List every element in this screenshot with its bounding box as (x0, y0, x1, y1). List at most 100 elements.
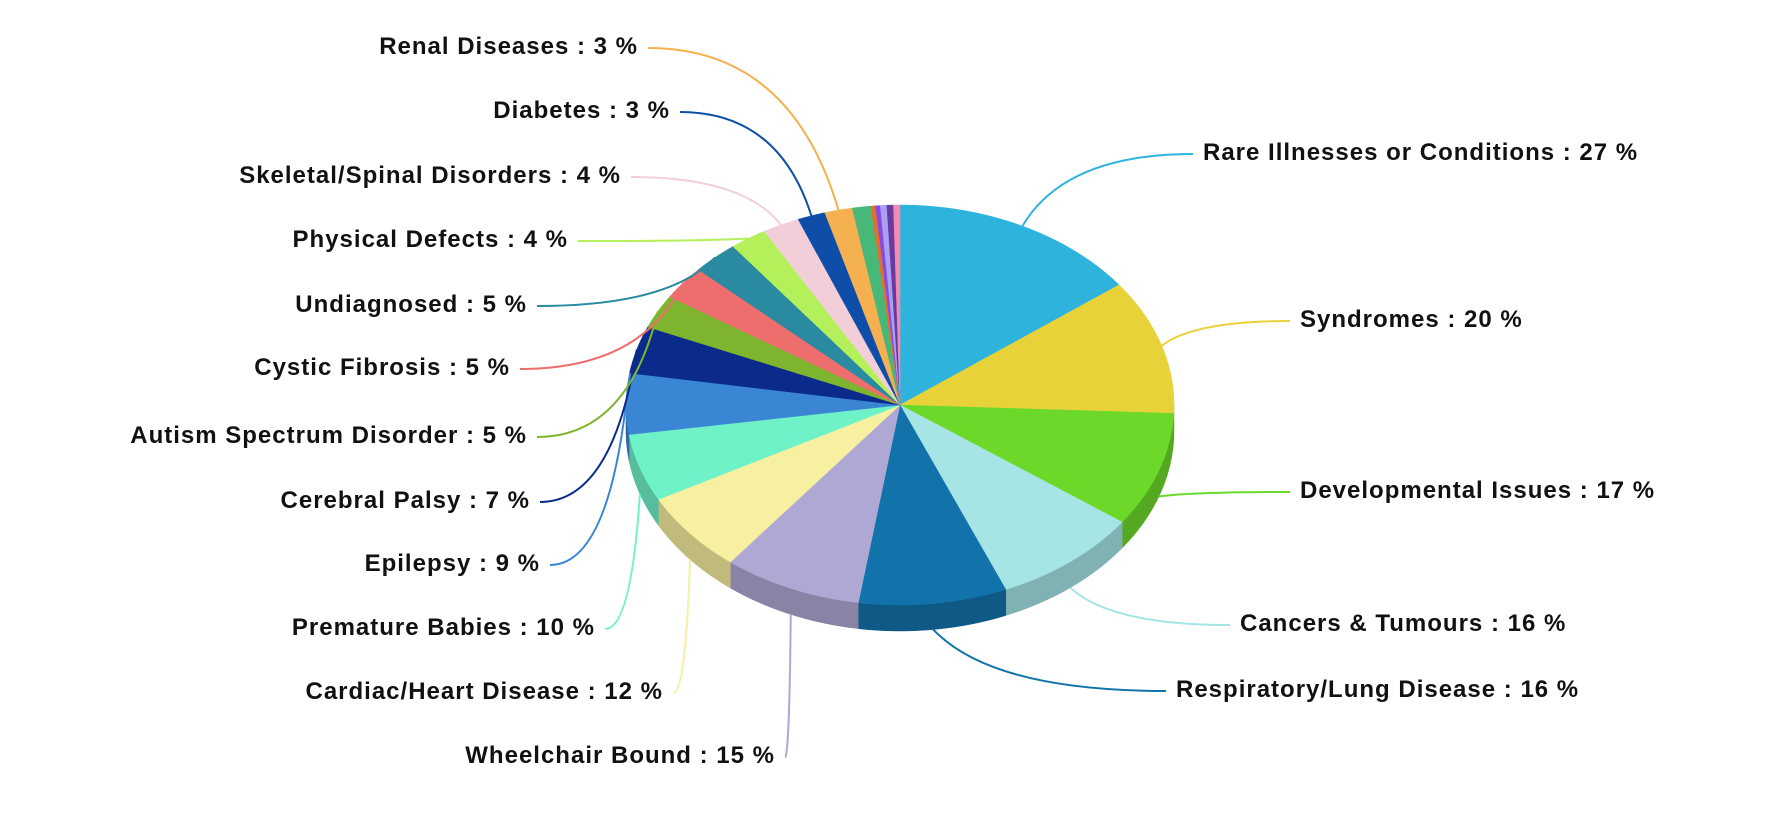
category-name: Physical Defects (293, 226, 500, 253)
label-separator: : (569, 33, 593, 60)
value-label: 9 % (496, 550, 540, 577)
category-name: Autism Spectrum Disorder (130, 422, 458, 449)
category-name: Respiratory/Lung Disease (1176, 676, 1496, 703)
leader-line (932, 628, 1167, 692)
slice (899, 404, 1175, 523)
data-label: Physical Defects : 4 % (293, 226, 568, 253)
category-name: Diabetes (493, 97, 601, 124)
leader-line (784, 614, 792, 758)
value-label: 5 % (483, 291, 527, 318)
value-label: 4 % (524, 226, 568, 253)
slice (824, 207, 901, 406)
data-label: Cancers & Tumours : 16 % (1240, 610, 1566, 637)
leader-line (647, 47, 840, 211)
pie-tops (625, 204, 1175, 606)
leader-line (679, 111, 813, 217)
category-name: Skeletal/Spinal Disorders (239, 162, 552, 189)
leader-line (1158, 491, 1291, 498)
data-label: Renal Diseases : 3 % (379, 33, 638, 60)
label-separator: : (1483, 610, 1507, 637)
leader-line (1161, 320, 1291, 347)
data-label: Syndromes : 20 % (1300, 306, 1523, 333)
data-label: Cardiac/Heart Disease : 12 % (305, 678, 663, 705)
label-separator: : (1572, 477, 1596, 504)
leader-line (604, 493, 641, 630)
label-separator: : (580, 678, 604, 705)
label-separator: : (692, 742, 716, 769)
value-label: 5 % (466, 354, 510, 381)
value-label: 20 % (1464, 306, 1523, 333)
category-name: Cardiac/Heart Disease (305, 678, 579, 705)
leader-line (536, 256, 716, 307)
category-name: Developmental Issues (1300, 477, 1572, 504)
slice (858, 404, 1007, 606)
category-name: Premature Babies (292, 614, 512, 641)
value-label: 3 % (626, 97, 670, 124)
data-label: Skeletal/Spinal Disorders : 4 % (239, 162, 621, 189)
data-label: Premature Babies : 10 % (292, 614, 595, 641)
value-label: 12 % (604, 678, 663, 705)
slice (628, 404, 901, 500)
slice (697, 246, 901, 406)
data-label: Cerebral Palsy : 7 % (281, 487, 530, 514)
leader-line (1069, 586, 1231, 626)
category-name: Renal Diseases (379, 33, 569, 60)
category-name: Wheelchair Bound (465, 742, 692, 769)
leader-line (630, 176, 782, 226)
category-name: Epilepsy (365, 550, 472, 577)
category-name: Cystic Fibrosis (254, 354, 441, 381)
value-label: 10 % (536, 614, 595, 641)
leader-line (536, 311, 659, 438)
slice (658, 404, 901, 563)
category-name: Cancers & Tumours (1240, 610, 1483, 637)
leader-line (672, 559, 691, 694)
leaders (519, 47, 1291, 758)
leader-line (577, 237, 749, 242)
value-label: 4 % (577, 162, 621, 189)
category-name: Cerebral Palsy (281, 487, 462, 514)
data-label: Developmental Issues : 17 % (1300, 477, 1655, 504)
label-separator: : (471, 550, 495, 577)
category-name: Rare Illnesses or Conditions (1203, 139, 1555, 166)
data-label: Wheelchair Bound : 15 % (465, 742, 775, 769)
value-label: 16 % (1508, 610, 1567, 637)
slice (899, 204, 1120, 406)
label-separator: : (1440, 306, 1464, 333)
value-label: 3 % (594, 33, 638, 60)
category-name: Undiagnosed (295, 291, 458, 318)
leader-line (549, 403, 627, 566)
label-separator: : (512, 614, 536, 641)
leader-line (1021, 153, 1194, 227)
slice (893, 204, 901, 406)
label-separator: : (441, 354, 465, 381)
label-separator: : (552, 162, 576, 189)
label-separator: : (499, 226, 523, 253)
label-separator: : (601, 97, 625, 124)
data-label: Undiagnosed : 5 % (295, 291, 527, 318)
value-label: 16 % (1520, 676, 1579, 703)
label-separator: : (458, 291, 482, 318)
value-label: 5 % (483, 422, 527, 449)
value-label: 15 % (716, 742, 775, 769)
labels: Rare Illnesses or Conditions : 27 % Syndr… (130, 33, 1655, 769)
slice (899, 284, 1175, 414)
leader-line (519, 282, 685, 370)
data-label: Respiratory/Lung Disease : 16 % (1176, 676, 1579, 703)
value-label: 7 % (486, 487, 530, 514)
data-label: Diabetes : 3 % (493, 97, 670, 124)
data-label: Autism Spectrum Disorder : 5 % (130, 422, 527, 449)
data-label: Rare Illnesses or Conditions : 27 % (1203, 139, 1638, 166)
slice (797, 212, 901, 406)
slice (899, 404, 1123, 590)
data-label: Cystic Fibrosis : 5 % (254, 354, 510, 381)
label-separator: : (1555, 139, 1579, 166)
label-separator: : (1496, 676, 1520, 703)
data-label: Epilepsy : 9 % (365, 550, 540, 577)
label-separator: : (461, 487, 485, 514)
category-name: Syndromes (1300, 306, 1440, 333)
label-separator: : (458, 422, 482, 449)
slice (729, 404, 901, 603)
value-label: 27 % (1579, 139, 1638, 166)
value-label: 17 % (1596, 477, 1655, 504)
